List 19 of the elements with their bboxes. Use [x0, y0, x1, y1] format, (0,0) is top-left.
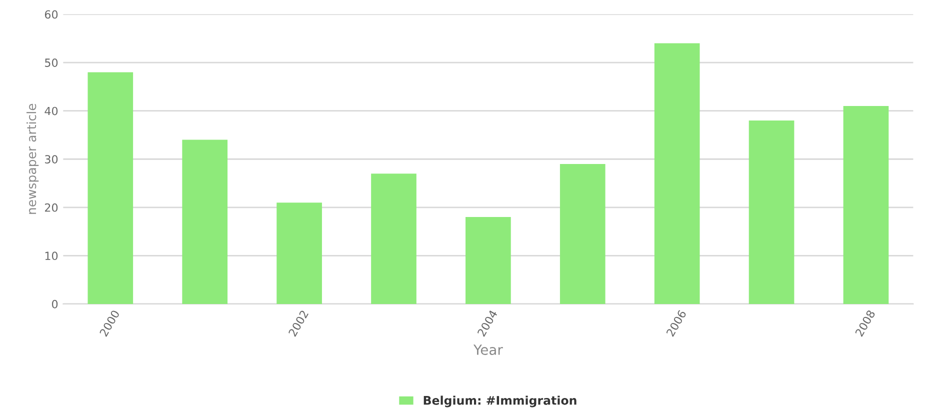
x-axis-title: Year [473, 344, 503, 355]
bar [654, 43, 700, 304]
bar [182, 140, 228, 304]
bar [371, 174, 416, 304]
y-tick-label: 60 [44, 10, 58, 19]
y-tick-label: 30 [45, 155, 58, 164]
y-axis-title: newspaper article [26, 104, 39, 214]
y-tick-label: 50 [45, 58, 58, 67]
bar [560, 164, 606, 304]
bar [748, 120, 794, 304]
bar [88, 72, 134, 304]
legend-label: Belgium: #Immigration [424, 396, 576, 408]
bar [466, 217, 511, 304]
bar [276, 202, 322, 304]
y-tick-label: 0 [52, 300, 58, 308]
y-tick-label: 20 [44, 203, 58, 212]
y-tick-label: 40 [44, 106, 58, 116]
y-tick-label: 10 [45, 252, 58, 260]
bar [843, 106, 889, 304]
